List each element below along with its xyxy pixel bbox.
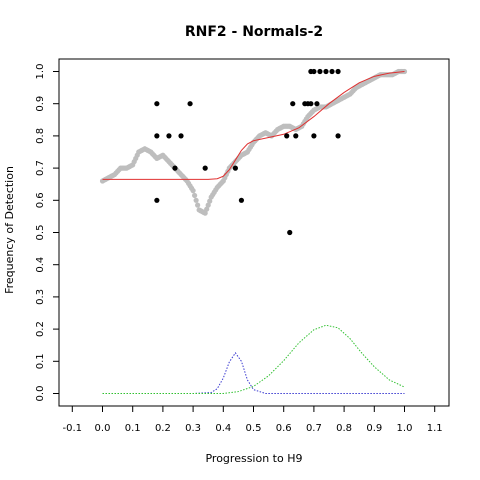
data-point bbox=[154, 101, 160, 107]
smoothed-point bbox=[205, 202, 211, 208]
data-point bbox=[154, 197, 160, 203]
smoothed-point bbox=[204, 206, 210, 212]
data-point bbox=[293, 133, 299, 139]
smoothed-point bbox=[192, 192, 198, 199]
smoothed-point bbox=[195, 202, 201, 208]
density-line-blue bbox=[102, 352, 405, 394]
data-point bbox=[178, 133, 184, 139]
x-tick-label: 0.8 bbox=[336, 423, 352, 434]
y-tick-label: 0.3 bbox=[35, 289, 46, 305]
data-point bbox=[317, 68, 323, 75]
data-point bbox=[172, 165, 178, 171]
data-point bbox=[232, 165, 238, 171]
y-tick-label: 0.1 bbox=[35, 353, 46, 369]
smoothed-point bbox=[193, 197, 199, 203]
smoothed-point bbox=[202, 210, 208, 216]
x-tick-label: 0.7 bbox=[306, 423, 322, 434]
y-tick-label: 0.0 bbox=[35, 386, 46, 402]
plot-frame bbox=[58, 58, 450, 407]
x-tick-label: -0.1 bbox=[63, 423, 83, 434]
y-tick-label: 0.2 bbox=[35, 321, 46, 337]
data-point bbox=[238, 197, 245, 203]
x-tick-label: 1.0 bbox=[397, 423, 413, 434]
smoothed-point bbox=[190, 188, 196, 194]
x-tick-label: 0.2 bbox=[155, 423, 171, 434]
y-tick-label: 0.9 bbox=[35, 96, 46, 112]
x-axis-label: Progression to H9 bbox=[205, 452, 302, 465]
x-tick-label: 0.5 bbox=[246, 423, 262, 434]
density-line-green bbox=[102, 324, 405, 394]
data-point bbox=[335, 133, 341, 139]
x-tick-label: 0.6 bbox=[276, 423, 292, 434]
data-point bbox=[335, 68, 341, 75]
x-tick-label: 1.1 bbox=[427, 423, 443, 434]
data-point bbox=[166, 133, 172, 139]
data-point bbox=[154, 133, 160, 139]
y-tick-label: 0.5 bbox=[35, 225, 46, 241]
data-point bbox=[290, 101, 296, 107]
chart-title: RNF2 - Normals-2 bbox=[185, 24, 323, 40]
y-tick-label: 0.8 bbox=[35, 128, 46, 144]
data-point bbox=[308, 101, 314, 107]
smoothed-point bbox=[207, 198, 213, 204]
x-tick-label: 0.1 bbox=[125, 423, 141, 434]
data-point bbox=[311, 133, 317, 139]
data-point bbox=[314, 101, 320, 107]
y-tick-label: 1.0 bbox=[35, 64, 46, 80]
data-point bbox=[284, 133, 290, 139]
y-tick-label: 0.7 bbox=[35, 160, 46, 176]
x-tick-label: 0.0 bbox=[95, 423, 111, 434]
x-tick-label: 0.9 bbox=[366, 423, 382, 434]
y-tick-label: 0.4 bbox=[35, 257, 46, 273]
data-point bbox=[187, 101, 193, 107]
y-axis-label: Frequency of Detection bbox=[3, 166, 16, 294]
x-tick-label: 0.4 bbox=[215, 423, 231, 434]
x-tick-label: 0.3 bbox=[185, 423, 201, 434]
data-point bbox=[287, 229, 293, 236]
y-tick-label: 0.6 bbox=[35, 192, 46, 208]
data-point bbox=[311, 68, 317, 75]
data-point bbox=[202, 165, 208, 171]
plot-area: -0.1 0.0 0.1 0.2 0.3 0.4 0.5 0.6 0.7 0.8 0.9 1.0 1.1… bbox=[35, 58, 450, 434]
fit-line bbox=[102, 71, 405, 180]
data-point bbox=[329, 68, 335, 75]
data-point bbox=[323, 68, 329, 75]
